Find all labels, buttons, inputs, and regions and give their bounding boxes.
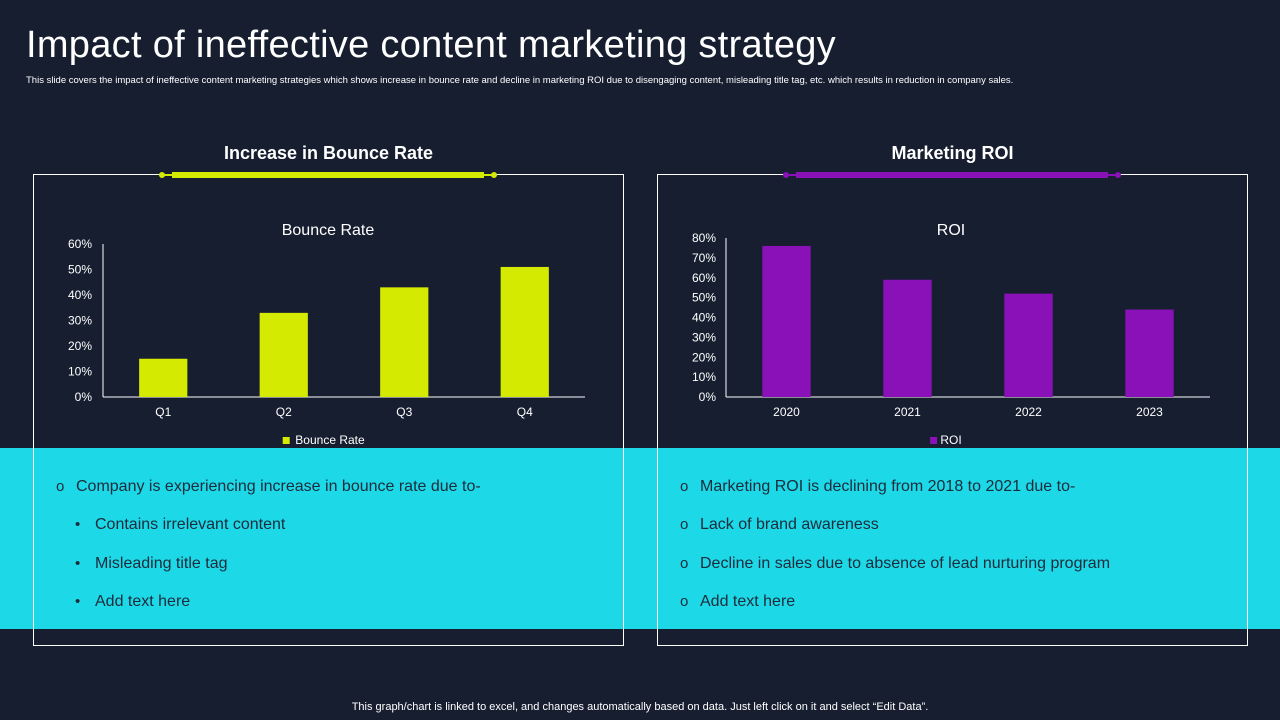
bullet-text: Misleading title tag <box>95 554 228 572</box>
bounce-rate-accent-dot-right <box>491 172 497 178</box>
bounce-rate-bar-Q3 <box>380 287 429 397</box>
bounce-rate-x-tick-label: Q2 <box>276 405 292 419</box>
bounce-rate-x-tick-label: Q3 <box>396 405 412 419</box>
bounce-rate-y-tick-label: 0% <box>75 390 93 404</box>
roi-chart-title: ROI <box>937 222 965 239</box>
marketing-roi-bullet-list: o Marketing ROI is declining from 2018 to… <box>680 470 1240 623</box>
bullet-marker: o <box>680 592 689 610</box>
bullet-marker: • <box>75 554 81 572</box>
highlight-band <box>0 448 1280 629</box>
bullet-text: Contains irrelevant content <box>95 516 286 534</box>
roi-legend-label: ROI <box>940 433 961 447</box>
bullet-text: Add text here <box>95 592 191 610</box>
roi-bar-2022 <box>1004 293 1053 397</box>
roi-legend-swatch <box>930 437 938 444</box>
bounce-rate-y-tick-label: 30% <box>68 314 92 328</box>
roi-x-tick-label: 2020 <box>773 405 800 419</box>
roi-accent-dot-left <box>783 172 789 178</box>
bounce-rate-x-tick-label: Q4 <box>517 405 533 419</box>
roi-bar-2021 <box>883 279 932 397</box>
bullet-marker: o <box>680 478 689 495</box>
bullet-marker: o <box>56 478 65 495</box>
bullet-text: Company is experiencing increase in boun… <box>76 478 481 495</box>
marketing-roi-bullet-item: o Add text here <box>680 585 1240 623</box>
bullet-marker: o <box>680 554 689 572</box>
roi-y-tick-label: 50% <box>692 291 716 305</box>
roi-y-tick-label: 80% <box>692 231 716 245</box>
bullet-text: Marketing ROI is declining from 2018 to … <box>700 478 1076 495</box>
bounce-rate-y-tick-label: 20% <box>68 339 92 353</box>
roi-y-tick-label: 10% <box>692 370 716 384</box>
bounce-rate-y-tick-label: 50% <box>68 263 92 277</box>
marketing-roi-bullet-item: o Lack of brand awareness <box>680 508 1240 546</box>
marketing-roi-bullet-item: o Decline in sales due to absence of lead… <box>680 547 1240 585</box>
roi-y-tick-label: 0% <box>699 390 717 404</box>
bullet-marker: • <box>75 516 81 534</box>
bounce-rate-bullet-item: • Contains irrelevant content <box>56 508 616 546</box>
roi-y-tick-label: 40% <box>692 311 716 325</box>
bounce-rate-bullet-item: • Add text here <box>56 585 616 623</box>
bullet-text: Lack of brand awareness <box>700 516 879 534</box>
roi-x-tick-label: 2022 <box>1015 405 1042 419</box>
bullet-marker: • <box>75 592 81 610</box>
roi-accent-dot-right <box>1115 172 1121 178</box>
roi-bar-2023 <box>1125 309 1174 397</box>
bullet-marker: o <box>680 516 689 534</box>
bounce-rate-bullet-list: o Company is experiencing increase in bou… <box>56 470 616 623</box>
roi-y-tick-label: 20% <box>692 350 716 364</box>
bullet-text: Decline in sales due to absence of lead … <box>700 554 1111 572</box>
roi-y-tick-label: 60% <box>692 271 716 285</box>
footer-note: This graph/chart is linked to excel, and… <box>351 701 929 713</box>
bounce-rate-legend-swatch <box>282 437 290 444</box>
bounce-rate-chart-title: Bounce Rate <box>282 222 375 239</box>
roi-x-tick-label: 2023 <box>1136 405 1163 419</box>
bullet-text: Add text here <box>700 592 796 610</box>
bounce-rate-accent-dot-left <box>159 172 165 178</box>
marketing-roi-bullet-item: o Marketing ROI is declining from 2018 to… <box>680 470 1240 508</box>
bounce-rate-bar-Q1 <box>139 358 188 397</box>
marketing-roi-heading: Marketing ROI <box>891 143 1014 163</box>
bounce-rate-bullet-item: • Misleading title tag <box>56 547 616 585</box>
roi-bar-2020 <box>762 245 811 397</box>
roi-y-tick-label: 30% <box>692 330 716 344</box>
page-title: Impact of ineffective content marketing … <box>26 24 836 66</box>
bounce-rate-bullet-item: o Company is experiencing increase in bou… <box>56 470 616 508</box>
bounce-rate-y-tick-label: 40% <box>68 288 92 302</box>
bounce-rate-bar-Q2 <box>259 312 308 397</box>
bounce-rate-heading: Increase in Bounce Rate <box>223 143 434 163</box>
bounce-rate-legend-label: Bounce Rate <box>295 433 365 447</box>
bounce-rate-y-tick-label: 10% <box>68 365 92 379</box>
roi-y-tick-label: 70% <box>692 251 716 265</box>
bounce-rate-x-tick-label: Q1 <box>155 405 171 419</box>
roi-x-tick-label: 2021 <box>894 405 921 419</box>
bounce-rate-bar-Q4 <box>500 266 549 397</box>
bounce-rate-y-tick-label: 60% <box>68 237 92 251</box>
page-subtitle: This slide covers the impact of ineffect… <box>26 75 1014 86</box>
